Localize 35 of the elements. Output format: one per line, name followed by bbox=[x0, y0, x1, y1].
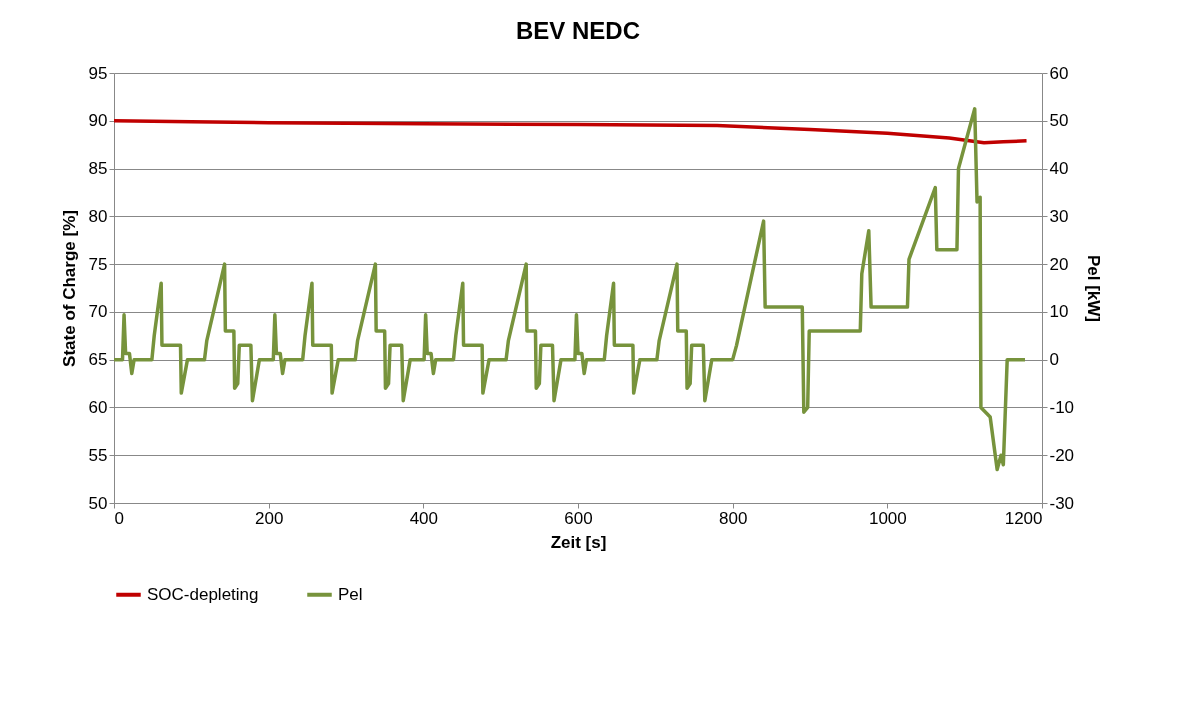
x-axis-title: Zeit [s] bbox=[550, 532, 607, 552]
x-tick-label: 400 bbox=[409, 508, 439, 528]
line-series bbox=[114, 107, 1027, 472]
y-tick-label: 90 bbox=[88, 111, 108, 131]
y2-tick-label: 0 bbox=[1049, 350, 1059, 370]
y-tick-label: 50 bbox=[88, 493, 108, 513]
y2-tick-label: 30 bbox=[1049, 206, 1069, 226]
y-tick-label: 85 bbox=[88, 159, 108, 179]
x-tick-label: 1000 bbox=[868, 508, 907, 528]
legend-label: SOC-depleting bbox=[147, 584, 259, 604]
y2-tick-label: 40 bbox=[1049, 159, 1069, 179]
legend-label: Pel bbox=[338, 584, 363, 604]
y-tick-label: 80 bbox=[88, 206, 108, 226]
line-series bbox=[114, 119, 1029, 145]
y2-tick-label: 60 bbox=[1049, 63, 1069, 83]
x-tick-label: 0 bbox=[114, 508, 124, 528]
y2-tick-label: -30 bbox=[1049, 493, 1075, 513]
x-tick-label: 800 bbox=[718, 508, 748, 528]
y-tick-label: 60 bbox=[88, 397, 108, 417]
y2-tick-label: -10 bbox=[1049, 397, 1075, 417]
y-tick-label: 70 bbox=[88, 302, 108, 322]
x-tick-label: 1200 bbox=[1004, 508, 1043, 528]
chart-title: BEV NEDC bbox=[515, 17, 641, 44]
y2-tick-label: 50 bbox=[1049, 111, 1069, 131]
y-tick-label: 65 bbox=[88, 350, 108, 370]
y-tick-label: 75 bbox=[88, 254, 108, 274]
y-axis-title: State of Charge [%] bbox=[59, 210, 79, 367]
y2-tick-label: 10 bbox=[1049, 302, 1069, 322]
x-tick-label: 600 bbox=[564, 508, 593, 528]
y2-tick-label: 20 bbox=[1049, 254, 1069, 274]
y2-tick-label: -20 bbox=[1049, 445, 1075, 465]
y-tick-label: 55 bbox=[88, 445, 108, 465]
y2-axis-title: Pel [kW] bbox=[1084, 254, 1104, 323]
x-tick-label: 200 bbox=[254, 508, 284, 528]
y-tick-label: 95 bbox=[88, 63, 108, 83]
